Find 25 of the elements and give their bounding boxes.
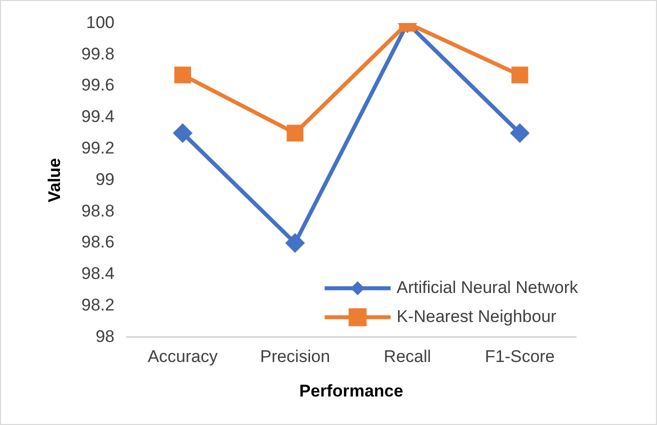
x-tick-label: Recall xyxy=(384,347,432,366)
point xyxy=(174,124,192,142)
legend-label: K-Nearest Neighbour xyxy=(396,306,557,326)
point xyxy=(286,234,304,252)
x-tick-label: Accuracy xyxy=(148,347,218,366)
y-tick-label: 99.4 xyxy=(81,107,114,126)
y-tick-label: 99.6 xyxy=(81,76,114,95)
y-tick-label: 98 xyxy=(96,326,114,346)
y-tick-label: 99.8 xyxy=(81,44,114,64)
y-tick-label: 98.4 xyxy=(81,264,114,284)
y-tick-label: 98.8 xyxy=(81,201,114,220)
y-tick-label: 98.2 xyxy=(81,295,114,314)
y-tick-label: 99 xyxy=(96,170,114,189)
x-axis-title: Performance xyxy=(299,381,404,400)
y-tick-label: 100 xyxy=(86,12,114,32)
point xyxy=(286,124,304,142)
y-axis-title: Value xyxy=(44,158,64,202)
point xyxy=(174,66,192,84)
point xyxy=(510,124,529,142)
x-tick-label: Precision xyxy=(260,347,330,366)
y-tick-label: 98.6 xyxy=(81,232,114,252)
legend-label: Artificial Neural Network xyxy=(396,278,578,297)
x-tick-label: F1-Score xyxy=(484,347,555,366)
y-tick-label: 99.2 xyxy=(81,138,114,158)
point xyxy=(511,66,528,84)
